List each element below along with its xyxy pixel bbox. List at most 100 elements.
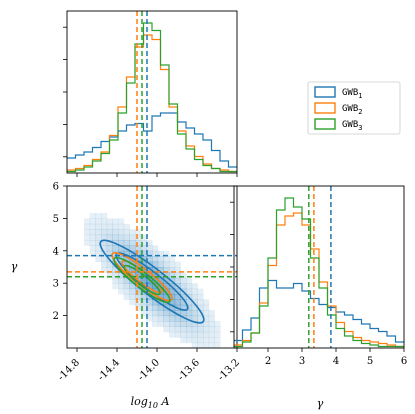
density-cell bbox=[163, 294, 170, 300]
density-cell bbox=[203, 304, 210, 311]
legend-swatch-3 bbox=[314, 118, 336, 130]
y-axis-label-gamma: γ bbox=[11, 260, 18, 273]
density-cell bbox=[208, 326, 215, 333]
density-cell bbox=[157, 315, 164, 322]
density-cell bbox=[112, 256, 119, 263]
gamma-histogram-1 bbox=[234, 279, 404, 343]
density-cell bbox=[101, 234, 108, 241]
density-cell bbox=[123, 283, 130, 290]
log10A-histogram-panel bbox=[63, 10, 238, 177]
density-cell bbox=[140, 245, 147, 252]
gamma-tick-label-bottom: 3 bbox=[299, 356, 305, 367]
log10A-histogram-2 bbox=[67, 34, 237, 173]
density-cell bbox=[129, 267, 136, 273]
density-cell bbox=[135, 304, 142, 311]
density-cell bbox=[118, 234, 125, 241]
density-cell bbox=[163, 315, 170, 322]
density-cell bbox=[152, 256, 159, 263]
density-cell bbox=[180, 331, 187, 338]
density-cell bbox=[123, 234, 130, 241]
log10A-histogram-3 bbox=[67, 22, 237, 173]
density-cell bbox=[95, 229, 102, 236]
log10A-tick-label: -14.8 bbox=[56, 357, 82, 383]
density-cell bbox=[89, 240, 96, 246]
density-cell bbox=[152, 315, 159, 322]
density-cell bbox=[101, 223, 108, 230]
density-cell bbox=[112, 245, 119, 252]
density-cell bbox=[89, 218, 96, 225]
density-cell bbox=[174, 288, 181, 295]
density-cell bbox=[101, 218, 108, 225]
density-cell bbox=[146, 240, 153, 246]
density-cell bbox=[129, 234, 136, 241]
density-cell bbox=[191, 304, 198, 311]
density-cell bbox=[157, 267, 164, 273]
density-cell bbox=[186, 277, 193, 284]
log10A-histogram-1 bbox=[67, 112, 237, 168]
density-cell bbox=[152, 250, 159, 257]
density-cell bbox=[146, 315, 153, 322]
density-cell bbox=[84, 229, 91, 236]
density-cell bbox=[180, 310, 187, 317]
density-cell bbox=[129, 245, 136, 252]
bottom-left-frame bbox=[66, 185, 238, 349]
density-cell bbox=[163, 283, 170, 290]
density-cell bbox=[135, 267, 142, 273]
density-cell bbox=[152, 245, 159, 252]
legend-swatch-1 bbox=[314, 86, 336, 98]
density-cell bbox=[140, 240, 147, 246]
density-cell bbox=[135, 234, 142, 241]
legend-frame bbox=[307, 81, 401, 135]
density-cell bbox=[197, 326, 204, 333]
log10A-tick-label: -14.0 bbox=[136, 357, 162, 383]
density-cell bbox=[186, 283, 193, 290]
x-axis-label-log10A: log10 A bbox=[131, 395, 170, 410]
density-cell bbox=[135, 256, 142, 263]
density-cell bbox=[84, 218, 91, 225]
density-cell bbox=[135, 272, 142, 279]
density-cell bbox=[169, 304, 176, 311]
density-cell bbox=[95, 256, 102, 263]
density-cell bbox=[118, 218, 125, 225]
density-cell bbox=[118, 223, 125, 230]
density-cell bbox=[89, 250, 96, 257]
density-cell bbox=[174, 277, 181, 284]
density-cell bbox=[89, 223, 96, 230]
density-cell bbox=[157, 310, 164, 317]
density-cell bbox=[180, 294, 187, 300]
density-cell bbox=[169, 267, 176, 273]
density-cell bbox=[203, 331, 210, 338]
density-cell bbox=[174, 261, 181, 268]
density-cell bbox=[101, 229, 108, 236]
density-cell bbox=[146, 267, 153, 273]
legend-swatch-2 bbox=[314, 102, 336, 114]
density-cell bbox=[123, 277, 130, 284]
density-cell bbox=[129, 240, 136, 246]
density-cell bbox=[146, 310, 153, 317]
density-cell bbox=[180, 277, 187, 284]
density-cell bbox=[146, 283, 153, 290]
density-cell bbox=[186, 288, 193, 295]
gamma-tick-label-bottom: 2 bbox=[265, 356, 271, 367]
density-cell bbox=[95, 218, 102, 225]
density-cell bbox=[163, 310, 170, 317]
density-cell bbox=[146, 256, 153, 263]
legend-label-2: GWB2 bbox=[342, 104, 362, 116]
density-cell bbox=[106, 245, 113, 252]
density-cell bbox=[106, 223, 113, 230]
legend-label-1: GWB1 bbox=[342, 88, 362, 100]
density-cell bbox=[146, 294, 153, 300]
density-cell bbox=[157, 250, 164, 257]
density-cell bbox=[174, 326, 181, 333]
density-cell bbox=[186, 304, 193, 311]
density-cell bbox=[157, 261, 164, 268]
density-cell bbox=[208, 321, 215, 327]
density-cell bbox=[152, 261, 159, 268]
density-cell bbox=[174, 294, 181, 300]
density-cell bbox=[129, 299, 136, 306]
density-cell bbox=[157, 288, 164, 295]
density-cell bbox=[163, 321, 170, 327]
density-cell bbox=[112, 223, 119, 230]
density-cell bbox=[163, 326, 170, 333]
